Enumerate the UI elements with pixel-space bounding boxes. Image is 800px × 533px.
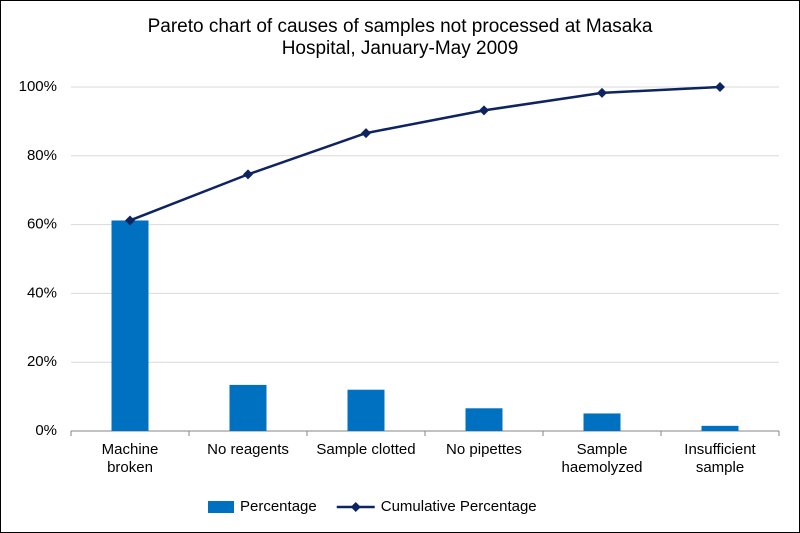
bar (111, 220, 149, 431)
bar (583, 413, 621, 431)
legend-marker (350, 502, 361, 512)
legend-label: Cumulative Percentage (381, 498, 537, 515)
marker (361, 128, 371, 139)
y-tick-label: 100% (19, 78, 57, 95)
line (129, 85, 721, 222)
legend-label: Percentage (240, 498, 317, 515)
x-tick-label: No pipettes (446, 441, 522, 458)
x-tick-label: No reagents (207, 441, 289, 458)
y-tick-label: 20% (27, 353, 57, 370)
x-tick-label: Insufficient sample (684, 441, 756, 476)
legend-swatch (208, 501, 234, 513)
bar (701, 425, 739, 431)
bar (465, 408, 503, 431)
x-tick-label: Sample haemolyzed (561, 441, 643, 476)
x-tick-label: Machine broken (101, 441, 159, 476)
y-tick-label: 80% (27, 147, 57, 164)
y-tick-label: 60% (27, 216, 57, 233)
y-tick-label: 0% (35, 422, 57, 439)
chart-title: Pareto chart of causes of samples not pr… (148, 16, 653, 59)
marker (479, 105, 489, 116)
marker (243, 169, 253, 180)
y-tick-label: 40% (27, 284, 57, 301)
bar (347, 389, 385, 431)
marker (597, 87, 607, 98)
marker (125, 215, 135, 226)
x-tick-label: Sample clotted (316, 441, 416, 458)
bar (229, 384, 267, 431)
marker (715, 82, 725, 92)
